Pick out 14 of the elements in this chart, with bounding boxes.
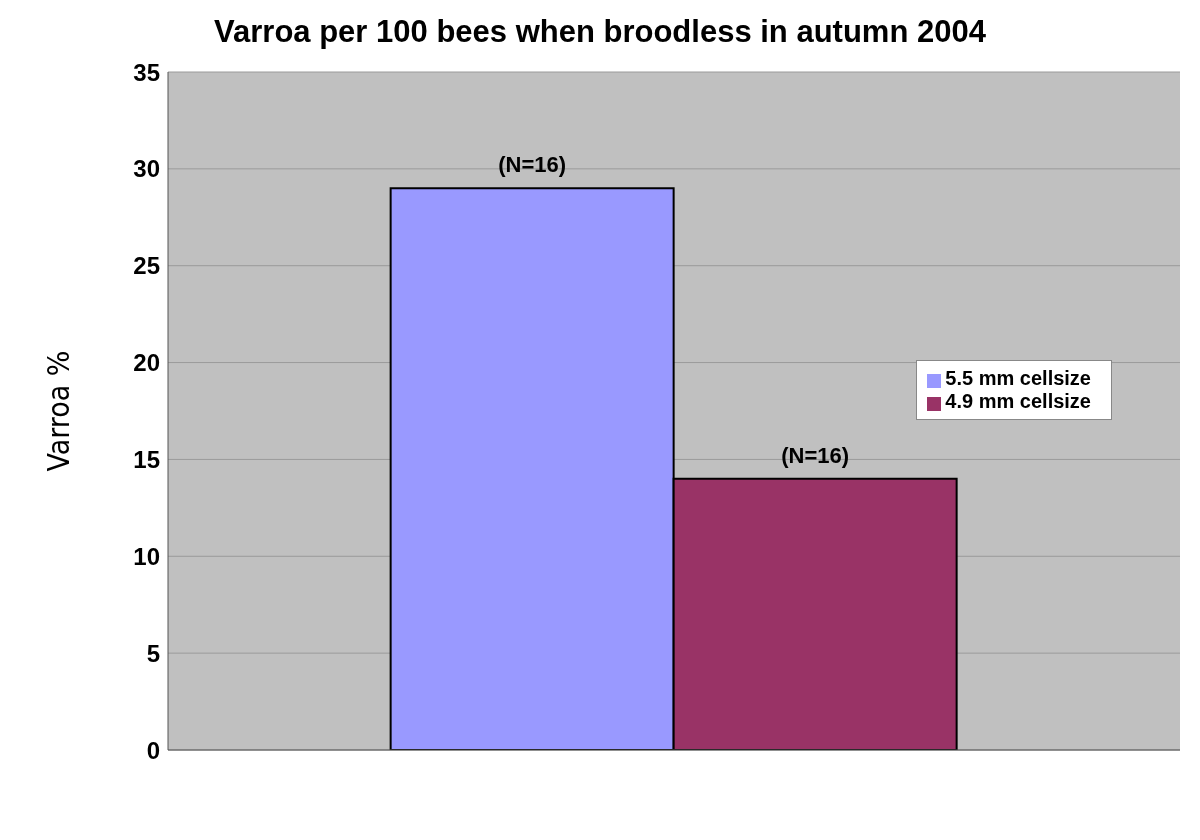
y-tick-label: 0	[146, 736, 160, 764]
y-tick-label: 30	[133, 155, 160, 183]
y-tick-label: 5	[146, 639, 160, 667]
y-tick-label: 35	[133, 58, 160, 86]
y-tick-label: 25	[133, 252, 160, 280]
annotation: (N=16)	[781, 442, 850, 468]
y-axis-title: Varroa %	[40, 350, 76, 472]
legend-label: 5.5 mm cellsize	[945, 367, 1091, 389]
legend-label: 4.9 mm cellsize	[945, 390, 1091, 412]
y-tick-label: 15	[133, 445, 160, 473]
y-tick-label: 10	[133, 542, 160, 570]
annotation: (N=16)	[498, 152, 567, 178]
y-tick-label: 20	[133, 349, 160, 377]
chart-title: Varroa per 100 bees when broodless in autumn 2004	[213, 13, 987, 51]
